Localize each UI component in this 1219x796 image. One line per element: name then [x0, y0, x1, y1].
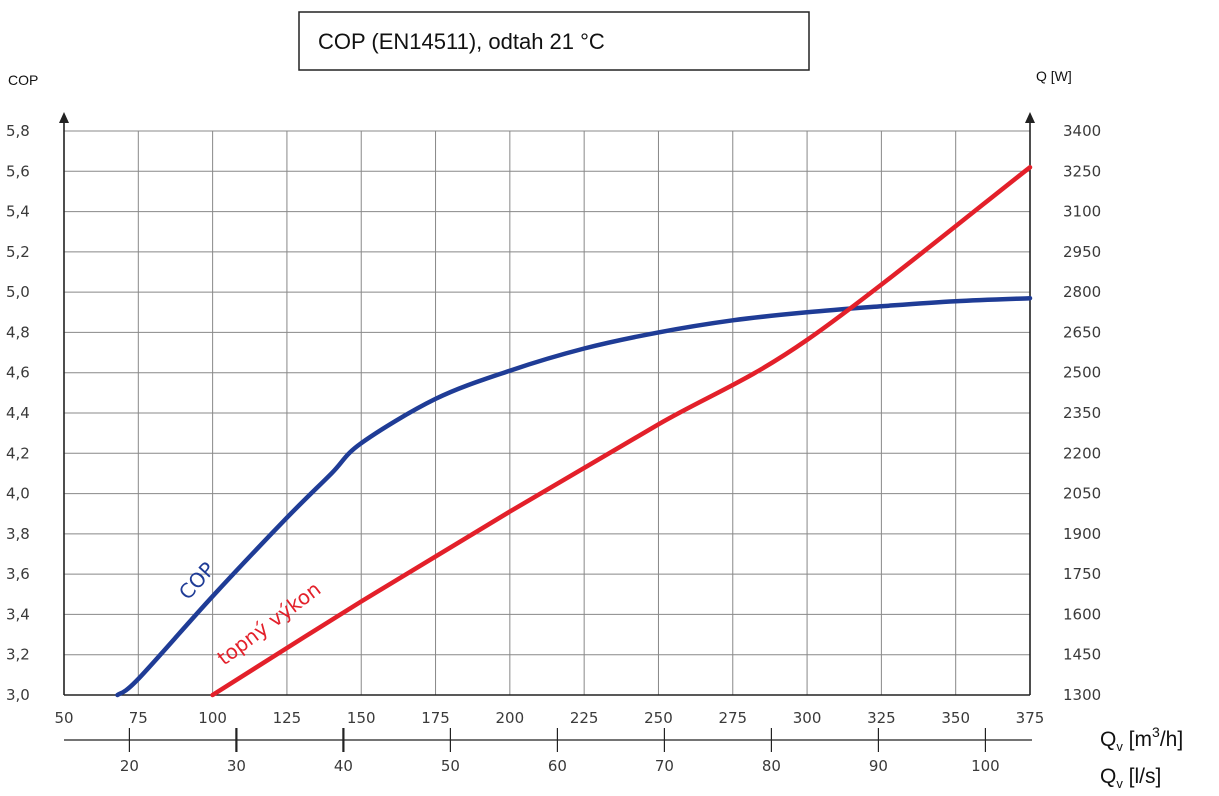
y-right-tick-label: 3250 — [1063, 162, 1101, 180]
y-right-tick-label: 1600 — [1063, 605, 1101, 623]
x-tick-label-m3h: 275 — [718, 709, 747, 727]
y-left-tick-label: 3,4 — [6, 605, 30, 623]
x-tick-label-m3h: 325 — [867, 709, 896, 727]
x-tick-label-m3h: 50 — [54, 709, 73, 727]
y-left-tick-label: 4,6 — [6, 364, 30, 382]
y-left-tick-label: 3,8 — [6, 525, 30, 543]
y-right-tick-label: 3400 — [1063, 122, 1101, 140]
x-tick-label-ls: 40 — [334, 757, 353, 775]
x-tick-label-m3h: 375 — [1016, 709, 1045, 727]
x-unit-ls: Qv [l/s] — [1100, 765, 1161, 791]
power-series-line — [210, 165, 1033, 698]
y-right-tick-label: 1300 — [1063, 686, 1101, 704]
y-right-tick-label: 2200 — [1063, 444, 1101, 462]
y-left-tick-label: 5,2 — [6, 243, 30, 261]
x-tick-label-ls: 60 — [548, 757, 567, 775]
y-right-tick-label: 1900 — [1063, 525, 1101, 543]
y-left-tick-label: 5,0 — [6, 283, 30, 301]
x-tick-label-m3h: 125 — [273, 709, 302, 727]
axes — [59, 112, 1035, 741]
x-tick-label-m3h: 200 — [496, 709, 525, 727]
y-right-tick-label: 2950 — [1063, 243, 1101, 261]
tick-labels: 3,0 3,2 3,4 3,6 3,8 4,0 4,2 4,4 4,6 4,8 5,0 5,2 5,4 5… — [6, 122, 1101, 775]
power-series-label: topný výkon — [213, 577, 326, 670]
x-tick-label-ls: 50 — [441, 757, 460, 775]
x-tick-label-m3h: 250 — [644, 709, 673, 727]
left-axis-arrow — [59, 112, 69, 123]
y-right-tick-label: 2050 — [1063, 485, 1101, 503]
y-right-tick-label: 2650 — [1063, 323, 1101, 341]
y-right-tick-label: 2350 — [1063, 404, 1101, 422]
y-left-tick-label: 3,6 — [6, 565, 30, 583]
y-left-tick-label: 4,2 — [6, 444, 30, 462]
x-unit-m3h: Qv [m3/h] — [1100, 724, 1183, 754]
x-tick-label-m3h: 175 — [421, 709, 450, 727]
title-box — [298, 11, 810, 71]
x-tick-label-ls: 70 — [655, 757, 674, 775]
y-left-tick-label: 4,8 — [6, 323, 30, 341]
x-tick-label-m3h: 75 — [129, 709, 148, 727]
x-tick-label-m3h: 150 — [347, 709, 376, 727]
x-tick-label-m3h: 100 — [198, 709, 227, 727]
y-right-tick-label: 3100 — [1063, 203, 1101, 221]
y-left-tick-label: 5,4 — [6, 203, 30, 221]
y-left-tick-label: 5,6 — [6, 162, 30, 180]
y-left-tick-label: 4,0 — [6, 485, 30, 503]
x-tick-label-ls: 30 — [227, 757, 246, 775]
y-right-tick-label: 1750 — [1063, 565, 1101, 583]
y-left-tick-label: 4,4 — [6, 404, 30, 422]
x-tick-label-m3h: 225 — [570, 709, 599, 727]
y-right-tick-label: 2500 — [1063, 364, 1101, 382]
x-tick-label-ls: 100 — [971, 757, 1000, 775]
y-right-tick-label: 1450 — [1063, 646, 1101, 664]
x-tick-label-m3h: 300 — [793, 709, 822, 727]
cop-series-line — [115, 295, 1033, 698]
y-left-tick-label: 3,2 — [6, 646, 30, 664]
chart-title: COP (EN14511), odtah 21 °C — [318, 29, 605, 54]
grid — [64, 130, 1031, 695]
x-tick-label-ls: 20 — [120, 757, 139, 775]
y-left-tick-label: 3,0 — [6, 686, 30, 704]
right-axis-unit: Q [W] — [1036, 68, 1072, 84]
y-left-tick-label: 5,8 — [6, 122, 30, 140]
x-tick-label-ls: 80 — [762, 757, 781, 775]
right-axis-arrow — [1025, 112, 1035, 123]
x-tick-label-ls: 90 — [869, 757, 888, 775]
left-axis-unit: COP — [8, 72, 38, 88]
x-tick-label-m3h: 350 — [941, 709, 970, 727]
series — [115, 165, 1033, 698]
y-right-tick-label: 2800 — [1063, 283, 1101, 301]
